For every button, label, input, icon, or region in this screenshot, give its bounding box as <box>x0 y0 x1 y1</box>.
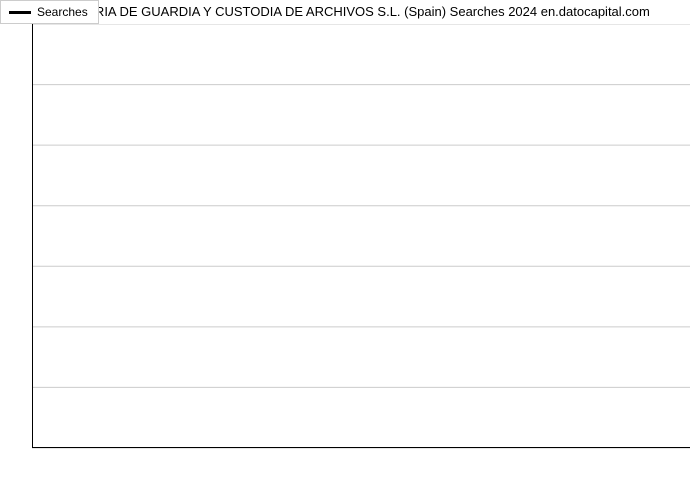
legend-swatch <box>9 11 31 14</box>
chart-container: { "chart": { "type": "line", "title": "A… <box>0 0 700 500</box>
plot-area <box>32 24 690 448</box>
legend: Searches <box>0 0 99 24</box>
chart-title: ASESORIA DE GUARDIA Y CUSTODIA DE ARCHIV… <box>0 4 700 19</box>
plot-svg <box>32 24 690 458</box>
legend-label: Searches <box>37 5 88 19</box>
